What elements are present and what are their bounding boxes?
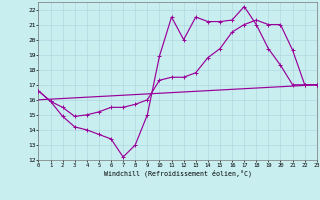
X-axis label: Windchill (Refroidissement éolien,°C): Windchill (Refroidissement éolien,°C) [104, 169, 252, 177]
